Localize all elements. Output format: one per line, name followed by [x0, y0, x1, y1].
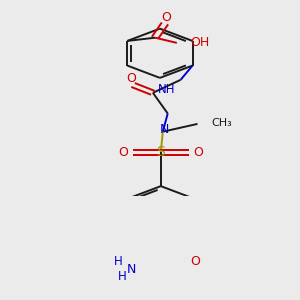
- Text: O: O: [190, 255, 200, 268]
- Text: S: S: [156, 146, 165, 159]
- Text: O: O: [161, 11, 171, 24]
- Text: N: N: [160, 123, 170, 136]
- Text: OH: OH: [191, 36, 210, 50]
- Text: H: H: [113, 255, 122, 268]
- Text: O: O: [126, 72, 136, 85]
- Text: O: O: [194, 146, 203, 159]
- Text: N: N: [126, 262, 136, 276]
- Text: CH₃: CH₃: [211, 118, 232, 128]
- Text: H: H: [118, 270, 127, 284]
- Text: NH: NH: [158, 83, 176, 96]
- Text: O: O: [118, 146, 128, 159]
